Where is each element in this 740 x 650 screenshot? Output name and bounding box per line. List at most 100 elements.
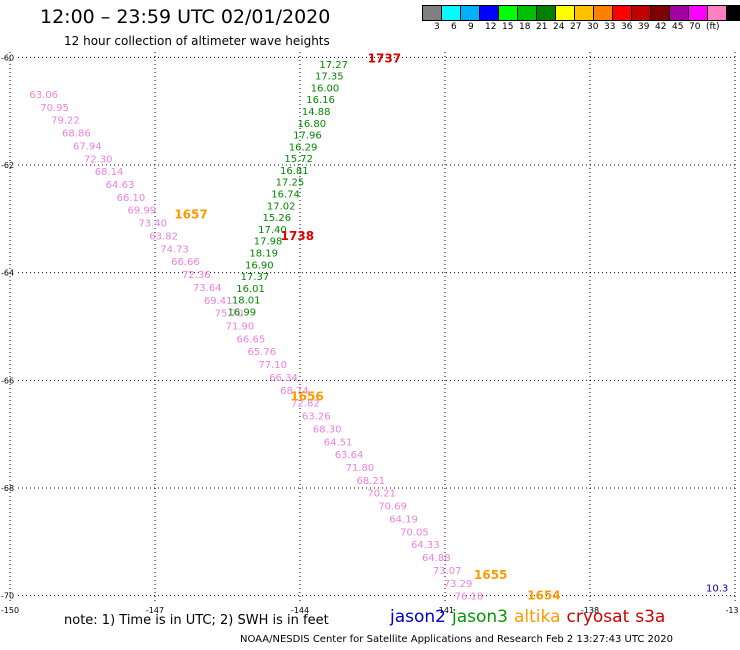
swh-value-s3a: 73.40: [138, 219, 167, 230]
grid-lines: [9, 52, 736, 601]
swh-value-s3a: 63.64: [335, 450, 364, 461]
swh-value-jason3: 15.72: [284, 154, 313, 165]
swh-value-s3a: 72.82: [291, 399, 320, 410]
color-legend-labels: 3 6 9 12 15 18 21 24 27 30 33 36 39 42 45 70 (ft): [422, 22, 740, 36]
y-tick-label: -66: [1, 376, 14, 385]
x-tick-label: -144: [291, 606, 309, 615]
time-label: 1738: [281, 229, 314, 243]
y-tick-label: -70: [1, 592, 14, 601]
color-legend-label: 21: [536, 22, 548, 32]
swh-value-jason3: 17.37: [241, 272, 270, 283]
y-tick-label: -68: [1, 484, 14, 493]
swh-value-s3a: 65.76: [247, 347, 276, 358]
axis-tick-labels: -150 -147 -144 -141 -138 -13 -60 -62 -64 -66 -68 -7…: [1, 53, 739, 615]
color-legend-label: 39: [638, 22, 650, 32]
swh-value-s3a: 70.05: [400, 527, 429, 538]
swh-value-s3a: 64.19: [389, 514, 418, 525]
x-tick-label: -141: [436, 606, 454, 615]
swh-value-jason3: 17.40: [258, 225, 287, 236]
satellite-legend-altika: altika: [514, 607, 561, 627]
swh-value-s3a: 70.21: [367, 489, 396, 500]
swh-value-jason3: 16.29: [289, 142, 318, 153]
swh-value-jason3: 16.01: [236, 284, 265, 295]
color-legend-label: 9: [468, 22, 474, 32]
swh-value-jason3: 18.01: [232, 296, 261, 307]
satellite-legend-jason2: jason2: [390, 607, 446, 627]
swh-value-jason3: 18.19: [249, 248, 278, 259]
swh-value-jason3: 17.27: [319, 60, 348, 71]
swh-value-s3a: 68.74: [280, 386, 309, 397]
swh-value-s3a: 73.64: [193, 283, 222, 294]
swh-value-s3a: 63.06: [29, 90, 58, 101]
swh-value-jason3: 16.99: [228, 307, 257, 318]
satellite-legend: jason2 jason3 altika cryosat s3a: [390, 607, 671, 627]
swh-value-jason3: 16.80: [297, 119, 326, 130]
swh-value-s3a: 70.95: [40, 103, 69, 114]
chart-subtitle: 12 hour collection of altimeter wave hei…: [64, 34, 330, 48]
swh-value-jason3: 14.88: [302, 107, 331, 118]
swh-value-s3a: 67.94: [73, 141, 102, 152]
swh-value-jason3: 17.96: [293, 131, 322, 142]
color-legend-label: 30: [587, 22, 599, 32]
swh-value-s3a: 69.41: [204, 296, 233, 307]
swh-value-s3a: 64.51: [324, 437, 353, 448]
swh-value-s3a: 66.66: [171, 257, 200, 268]
color-legend-label: 6: [451, 22, 457, 32]
swh-value-s3a: 75.70: [215, 309, 244, 320]
time-label: 1656: [290, 389, 323, 403]
swh-value-partial: 10.3: [706, 584, 728, 595]
swh-value-s3a: 70.69: [378, 502, 407, 513]
time-label: 1654: [527, 589, 560, 603]
swh-value-s3a: 73.29: [444, 579, 473, 590]
swh-value-s3a: 64.63: [106, 180, 135, 191]
swh-value-s3a: 64.33: [411, 540, 440, 551]
color-legend-label: 24: [553, 22, 565, 32]
swh-value-jason3: 16.16: [306, 95, 335, 106]
swh-value-jason3: 16.90: [245, 260, 274, 271]
y-tick-label: -60: [1, 53, 14, 62]
color-legend-label: (ft): [706, 22, 720, 32]
swh-value-s3a: 72.30: [84, 154, 113, 165]
swh-value-jason3: 16.00: [311, 83, 340, 94]
color-swatch: [726, 5, 740, 21]
color-legend-label: 36: [621, 22, 633, 32]
swh-value-jason3: 17.35: [315, 72, 344, 83]
y-tick-label: -64: [1, 269, 14, 278]
x-tick-label: -150: [1, 606, 19, 615]
color-legend-label: 42: [655, 22, 667, 32]
y-tick-label: -62: [1, 161, 14, 170]
swh-value-jason3: 17.98: [254, 237, 283, 248]
swh-value-s3a: 63.82: [149, 231, 178, 242]
swh-value-s3a: 76.18: [455, 592, 484, 603]
satellite-legend-s3a: s3a: [635, 607, 666, 627]
swh-value-s3a: 69.99: [127, 206, 156, 217]
swh-value-s3a: 73.07: [433, 566, 462, 577]
time-label: 1657: [174, 207, 207, 221]
swh-value-s3a: 71.90: [226, 322, 255, 333]
swh-value-jason3: 17.02: [267, 201, 296, 212]
swh-value-jason3: 16.74: [271, 190, 300, 201]
satellite-legend-jason3: jason3: [452, 607, 508, 627]
swh-value-s3a: 68.30: [313, 424, 342, 435]
swh-value-s3a: 71.80: [346, 463, 375, 474]
time-label: 1655: [474, 568, 507, 582]
swh-value-s3a: 66.10: [117, 193, 146, 204]
color-legend-label: 27: [570, 22, 582, 32]
swh-value-s3a: 74.73: [160, 244, 189, 255]
color-legend-label: 45: [672, 22, 684, 32]
footer-note: note: 1) Time is in UTC; 2) SWH is in fe…: [64, 613, 329, 628]
swh-value-s3a: 72.36: [182, 270, 211, 281]
color-legend-label: 70: [689, 22, 701, 32]
credit-line: NOAA/NESDIS Center for Satellite Applica…: [240, 634, 673, 645]
swh-value-s3a: 66.65: [237, 334, 266, 345]
swh-value-s3a: 77.10: [258, 360, 287, 371]
swh-value-jason3: 15.26: [262, 213, 291, 224]
chart-title: 12:00 – 23:59 UTC 02/01/2020: [40, 6, 331, 28]
color-legend-label: 3: [434, 22, 440, 32]
color-legend-label: 12: [485, 22, 497, 32]
color-legend: [422, 5, 740, 21]
color-legend-label: 33: [604, 22, 616, 32]
swh-value-s3a: 66.34: [269, 373, 298, 384]
